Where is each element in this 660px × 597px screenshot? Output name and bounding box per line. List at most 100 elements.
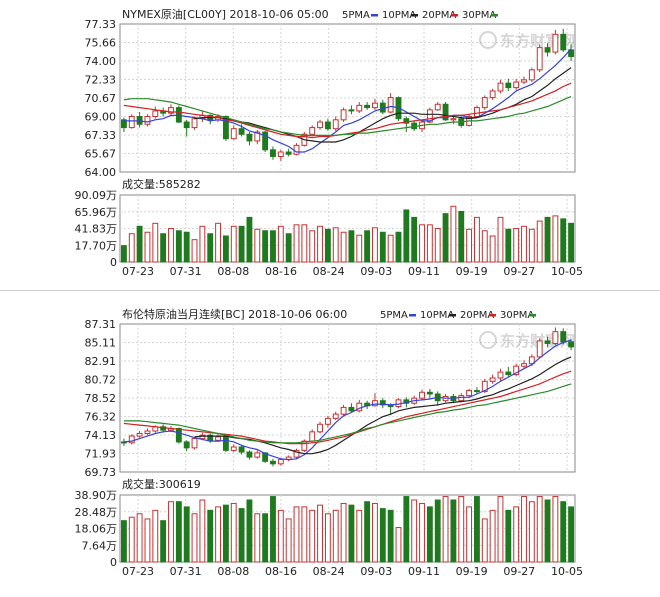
volume-bar bbox=[270, 496, 276, 563]
volume-bar bbox=[183, 506, 190, 563]
volume-bar bbox=[277, 509, 284, 563]
volume-bar bbox=[497, 216, 504, 263]
ma30-line bbox=[123, 383, 572, 444]
ma-legend-swatch bbox=[409, 314, 416, 317]
volume-bar bbox=[489, 235, 496, 263]
candle-body bbox=[246, 133, 253, 142]
volume-tick-label: 7.64万 bbox=[82, 539, 118, 552]
volume-bar bbox=[230, 502, 237, 563]
volume-bar bbox=[426, 224, 433, 263]
ma-legend-swatch bbox=[371, 14, 378, 17]
x-tick-label: 08-08 bbox=[217, 565, 249, 578]
volume-bar bbox=[168, 501, 174, 563]
candle-body bbox=[528, 69, 535, 81]
volume-bar bbox=[348, 504, 355, 563]
ma-legend-label: 20PMA bbox=[422, 10, 456, 21]
volume-bar bbox=[560, 218, 567, 263]
candle-body bbox=[285, 151, 292, 155]
volume-bar bbox=[450, 205, 457, 263]
candle-body bbox=[497, 371, 504, 379]
volume-bar bbox=[442, 213, 449, 263]
volume-tick-label: 65.96万 bbox=[75, 206, 118, 219]
candle-body bbox=[536, 340, 543, 358]
candle-body bbox=[356, 104, 363, 112]
x-tick-label: 09-27 bbox=[503, 565, 535, 578]
volume-bar bbox=[426, 506, 433, 563]
candle-body bbox=[364, 104, 371, 109]
ma-legend-label: 10PMA bbox=[382, 10, 416, 21]
volume-bar bbox=[301, 224, 308, 263]
price-plot-frame bbox=[119, 23, 576, 173]
candle-body bbox=[230, 446, 237, 451]
volume-bar bbox=[293, 506, 300, 563]
volume-bar bbox=[199, 225, 206, 263]
ma-legend-label: 30PMA bbox=[462, 10, 496, 21]
x-tick-label: 10-05 bbox=[551, 265, 583, 278]
price-tick-label: 75.66 bbox=[85, 37, 117, 50]
volume-bar bbox=[364, 501, 371, 563]
ma-legend-swatch bbox=[411, 14, 418, 17]
volume-bar bbox=[191, 513, 198, 563]
volume-bar bbox=[332, 509, 339, 563]
ma-legend-label: 20PMA bbox=[460, 310, 494, 321]
volume-bar bbox=[199, 499, 206, 563]
candle-body bbox=[230, 128, 237, 140]
candle-body bbox=[568, 49, 575, 58]
volume-bar bbox=[458, 496, 465, 563]
x-tick-label: 08-24 bbox=[313, 265, 345, 278]
candle-body bbox=[168, 107, 174, 114]
ma-legend-label: 30PMA bbox=[500, 310, 534, 321]
price-tick-label: 74.00 bbox=[85, 55, 117, 68]
volume-bar bbox=[270, 230, 276, 263]
volume-bar bbox=[246, 216, 253, 263]
candle-body bbox=[128, 435, 135, 444]
candle-body bbox=[387, 97, 394, 113]
volume-bar bbox=[136, 225, 143, 263]
volume-bar bbox=[332, 227, 339, 263]
panel-divider bbox=[0, 290, 660, 291]
volume-bar bbox=[395, 527, 402, 563]
candle-body bbox=[277, 151, 284, 157]
volume-bar bbox=[238, 508, 245, 563]
candle-body bbox=[277, 459, 284, 465]
volume-bar bbox=[144, 231, 151, 263]
volume-bar bbox=[411, 499, 418, 563]
candle-body bbox=[544, 47, 551, 53]
volume-bar bbox=[160, 233, 167, 263]
volume-bar bbox=[466, 228, 473, 263]
volume-bar bbox=[340, 231, 347, 263]
candle-body bbox=[450, 118, 457, 121]
volume-tick-label: 17.70万 bbox=[75, 239, 118, 252]
candle-body bbox=[152, 110, 159, 117]
candle-body bbox=[466, 390, 473, 397]
volume-bar bbox=[324, 513, 331, 563]
candle-body bbox=[521, 79, 527, 83]
ma-legend-swatch bbox=[489, 314, 496, 317]
x-tick-label: 09-11 bbox=[408, 565, 440, 578]
price-tick-label: 87.31 bbox=[85, 318, 117, 331]
volume-bar bbox=[230, 225, 237, 263]
volume-bar bbox=[317, 225, 323, 263]
volume-bar bbox=[356, 234, 363, 263]
price-tick-label: 74.13 bbox=[85, 429, 117, 442]
candle-body bbox=[419, 391, 425, 399]
wti-chart: 77.33 75.66 74.00 72.33 70.67 69.00 67.33 65.67… bbox=[75, 7, 583, 278]
candle-body bbox=[560, 33, 567, 51]
volume-bar bbox=[372, 227, 378, 263]
volume-bar bbox=[238, 225, 245, 263]
candle-body bbox=[309, 127, 316, 135]
candle-body bbox=[372, 400, 378, 407]
candle-body bbox=[301, 440, 308, 451]
volume-bar bbox=[403, 496, 410, 563]
candle-body bbox=[481, 380, 488, 392]
candle-body bbox=[379, 400, 386, 406]
volume-tick-label: 0 bbox=[110, 556, 117, 569]
volume-bar bbox=[513, 506, 520, 563]
volume-label: 成交量:300619 bbox=[122, 477, 201, 491]
candle-body bbox=[317, 121, 323, 129]
x-tick-label: 09-19 bbox=[456, 265, 488, 278]
volume-bar bbox=[285, 233, 292, 263]
volume-bar bbox=[434, 499, 441, 563]
volume-bar bbox=[120, 520, 127, 563]
volume-bar bbox=[324, 228, 331, 263]
